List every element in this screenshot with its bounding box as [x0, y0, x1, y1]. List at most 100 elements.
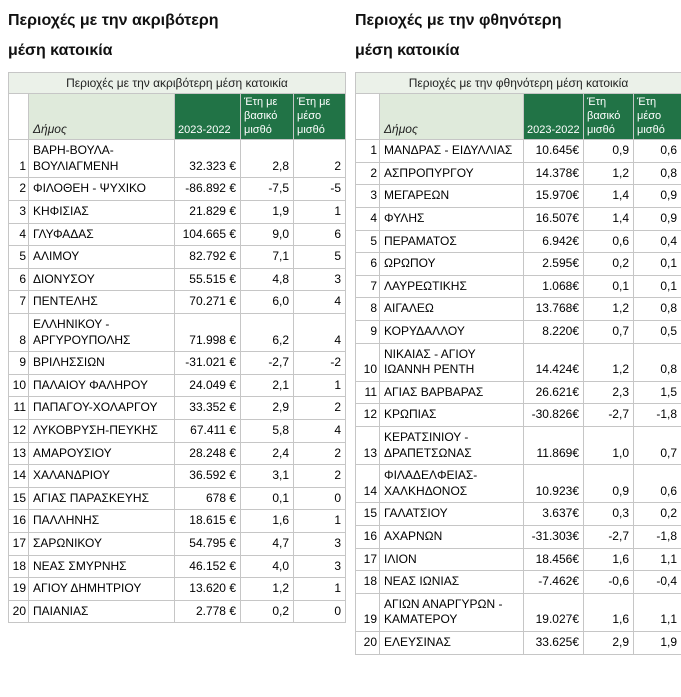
- years-avg-salary-cell: 3: [293, 554, 346, 579]
- municipality-cell: ΑΛΙΜΟΥ: [28, 245, 175, 269]
- years-basic-salary-cell: 4,8: [240, 267, 294, 292]
- diff-2023-2022-cell: 26.621€: [523, 380, 584, 405]
- years-basic-salary-cell: 9,0: [240, 222, 294, 247]
- table-head: Περιοχές με την ακριβότερη μέση κατοικία…: [8, 72, 346, 141]
- years-basic-salary-cell: 7,1: [240, 245, 294, 269]
- table-row: 8 ΑΙΓΑΛΕΩ 13.768€ 1,2 0,8: [355, 297, 681, 321]
- diff-2023-2022-cell: 55.515 €: [174, 267, 241, 292]
- caption-row: Περιοχές με την φθηνότερη μέση κατοικία: [354, 72, 681, 94]
- table-head: Περιοχές με την φθηνότερη μέση κατοικία …: [354, 72, 681, 141]
- municipality-cell: ΚΗΦΙΣΙΑΣ: [28, 200, 175, 224]
- municipality-cell: ΠΑΛΛΗΝΗΣ: [28, 509, 175, 533]
- years-basic-salary-cell: 0,3: [583, 502, 634, 526]
- table-row: 10 ΝΙΚΑΙΑΣ - ΑΓΙΟΥ ΙΩΑΝΝΗ ΡΕΝΤΗ 14.424€ 1,2…: [355, 342, 681, 382]
- years-basic-salary-cell: 6,2: [240, 312, 294, 353]
- diff-2023-2022-cell: -31.021 €: [174, 351, 241, 375]
- years-avg-salary-cell: 0,4: [632, 229, 681, 254]
- municipality-header: Δήμος: [379, 92, 524, 141]
- years-basic-salary-cell: 0,1: [240, 486, 294, 511]
- rank-cell: 15: [8, 486, 29, 511]
- rank-cell: 9: [8, 351, 29, 375]
- years-avg-salary-cell: 0,8: [632, 342, 681, 382]
- rank-cell: 16: [8, 509, 29, 533]
- rank-cell: 7: [355, 274, 380, 299]
- years-basic-salary-cell: 2,3: [583, 380, 634, 405]
- rank-cell: 1: [355, 139, 380, 163]
- municipality-cell: ΦΥΛΗΣ: [379, 207, 524, 231]
- diff-2023-2022-cell: 1.068€: [523, 274, 584, 299]
- municipality-cell: ΕΛΛΗΝΙΚΟΥ - ΑΡΓΥΡΟΥΠΟΛΗΣ: [28, 312, 175, 353]
- rank-cell: 14: [355, 464, 380, 504]
- municipality-cell: ΛΑΥΡΕΩΤΙΚΗΣ: [379, 274, 524, 299]
- years-basic-salary-cell: -7,5: [240, 177, 294, 202]
- years-basic-salary-header: Έτη με βασικό μισθό: [240, 92, 294, 141]
- table-row: 15 ΑΓΙΑΣ ΠΑΡΑΣΚΕΥΗΣ 678 €0,1 0: [8, 486, 346, 511]
- rank-cell: 3: [355, 184, 380, 209]
- rank-cell: 4: [355, 207, 380, 231]
- municipality-cell: ΦΙΛΑΔΕΛΦΕΙΑΣ-ΧΑΛΚΗΔΟΝΟΣ: [379, 464, 524, 504]
- diff-2023-2022-cell: 54.795 €: [174, 531, 241, 556]
- municipality-cell: ΑΣΠΡΟΠΥΡΓΟΥ: [379, 161, 524, 186]
- municipality-cell: ΦΙΛΟΘΕΗ - ΨΥΧΙΚΟ: [28, 177, 175, 202]
- municipality-cell: ΑΓΙΩΝ ΑΝΑΡΓΥΡΩΝ - ΚΑΜΑΤΕΡΟΥ: [379, 592, 524, 632]
- table-row: 20 ΕΛΕΥΣΙΝΑΣ 33.625€ 2,9 1,9: [355, 630, 681, 655]
- rank-header: [355, 92, 380, 141]
- years-basic-salary-cell: 1,2: [583, 161, 634, 186]
- diff-2023-2022-cell: 71.998 €: [174, 312, 241, 353]
- years-avg-salary-cell: 1,9: [632, 630, 681, 655]
- municipality-cell: ΜΕΓΑΡΕΩΝ: [379, 184, 524, 209]
- years-avg-salary-cell: 1: [293, 200, 346, 224]
- municipality-header: Δήμος: [28, 92, 175, 141]
- years-avg-salary-cell: -2: [293, 351, 346, 375]
- expensive-areas-table-body: 1 ΒΑΡΗ-ΒΟΥΛΑ-ΒΟΥΛΙΑΓΜΕΝΗ 32.323 €2,8 2 2 ΦΙΛΟ…: [8, 139, 346, 624]
- table-row: 17 ΣΑΡΩΝΙΚΟΥ 54.795 €4,7 3: [8, 531, 346, 556]
- rank-cell: 19: [8, 577, 29, 601]
- rank-cell: 4: [8, 222, 29, 247]
- cheap-areas-section: Περιοχές με την φθηνότερη μέση κατοικία …: [354, 4, 681, 655]
- years-avg-salary-cell: -1,8: [632, 524, 681, 549]
- municipality-cell: ΜΑΝΔΡΑΣ - ΕΙΔΥΛΛΙΑΣ: [379, 139, 524, 163]
- rank-cell: 19: [355, 592, 380, 632]
- municipality-cell: ΚΕΡΑΤΣΙΝΙΟΥ - ΔΡΑΠΕΤΣΩΝΑΣ: [379, 425, 524, 466]
- years-avg-salary-cell: 0,8: [632, 297, 681, 321]
- table-row: 2 ΦΙΛΟΘΕΗ - ΨΥΧΙΚΟ -86.892 € -7,5 -5: [8, 177, 346, 202]
- table-row: 4 ΓΛΥΦΑΔΑΣ 104.665 €9,0 6: [8, 222, 346, 247]
- municipality-cell: ΠΑΙΑΝΙΑΣ: [28, 599, 175, 624]
- years-basic-salary-cell: 5,8: [240, 418, 294, 443]
- municipality-cell: ΑΙΓΑΛΕΩ: [379, 297, 524, 321]
- table-row: 8 ΕΛΛΗΝΙΚΟΥ - ΑΡΓΥΡΟΥΠΟΛΗΣ 71.998 €6,2 4: [8, 312, 346, 353]
- table-row: 15 ΓΑΛΑΤΣΙΟΥ 3.637€ 0,3 0,2: [355, 502, 681, 526]
- table-row: 7 ΠΕΝΤΕΛΗΣ 70.271 €6,0 4: [8, 290, 346, 314]
- years-avg-salary-cell: 0,7: [632, 425, 681, 466]
- diff-2023-2022-cell: 2.595€: [523, 252, 584, 276]
- rank-cell: 20: [8, 599, 29, 624]
- years-avg-salary-cell: 0,6: [632, 139, 681, 163]
- diff-2023-2022-cell: 14.424€: [523, 342, 584, 382]
- rank-cell: 10: [8, 373, 29, 398]
- table-row: 12 ΛΥΚΟΒΡΥΣΗ-ΠΕΥΚΗΣ 67.411 €5,8 4: [8, 418, 346, 443]
- municipality-cell: ΑΓΙΟΥ ΔΗΜΗΤΡΙΟΥ: [28, 577, 175, 601]
- years-avg-salary-cell: 1: [293, 373, 346, 398]
- caption-row: Περιοχές με την ακριβότερη μέση κατοικία: [8, 72, 346, 94]
- years-avg-salary-cell: 1,5: [632, 380, 681, 405]
- years-basic-salary-cell: 2,1: [240, 373, 294, 398]
- rank-cell: 2: [355, 161, 380, 186]
- municipality-cell: ΣΑΡΩΝΙΚΟΥ: [28, 531, 175, 556]
- years-avg-salary-cell: 0,9: [632, 184, 681, 209]
- municipality-cell: ΔΙΟΝΥΣΟΥ: [28, 267, 175, 292]
- expensive-areas-section: Περιοχές με την ακριβότερη μέση κατοικία…: [8, 4, 346, 655]
- years-avg-salary-cell: 5: [293, 245, 346, 269]
- diff-2023-2022-cell: 15.970€: [523, 184, 584, 209]
- diff-2023-2022-cell: 19.027€: [523, 592, 584, 632]
- diff-2023-2022-cell: 28.248 €: [174, 441, 241, 466]
- years-avg-salary-cell: 2: [293, 139, 346, 179]
- diff-2023-2022-cell: 46.152 €: [174, 554, 241, 579]
- municipality-cell: ΒΡΙΛΗΣΣΙΩΝ: [28, 351, 175, 375]
- years-basic-salary-cell: 0,2: [240, 599, 294, 624]
- diff-2023-2022-cell: 13.620 €: [174, 577, 241, 601]
- years-avg-salary-cell: 1,1: [632, 547, 681, 572]
- table-row: 17 ΙΛΙΟΝ 18.456€ 1,6 1,1: [355, 547, 681, 572]
- municipality-cell: ΠΕΝΤΕΛΗΣ: [28, 290, 175, 314]
- diff-2023-2022-cell: 67.411 €: [174, 418, 241, 443]
- diff-2023-2022-cell: 3.637€: [523, 502, 584, 526]
